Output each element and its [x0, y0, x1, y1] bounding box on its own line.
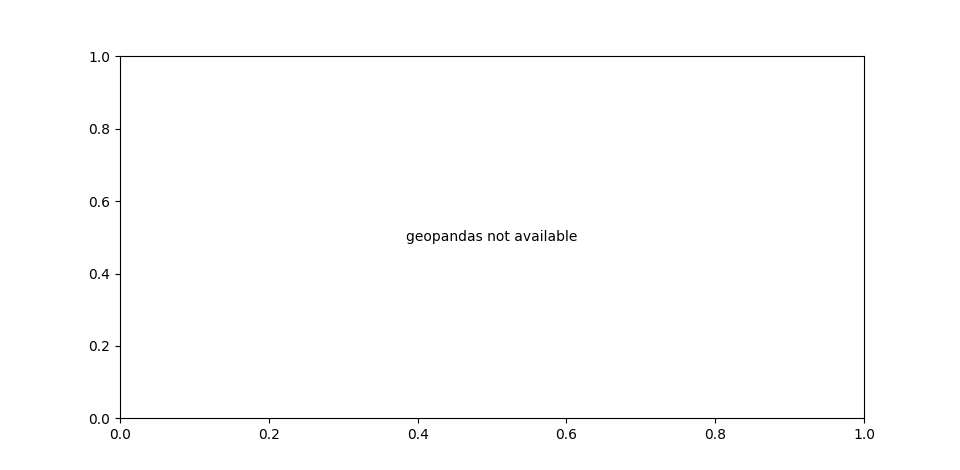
Text: geopandas not available: geopandas not available	[406, 230, 578, 244]
